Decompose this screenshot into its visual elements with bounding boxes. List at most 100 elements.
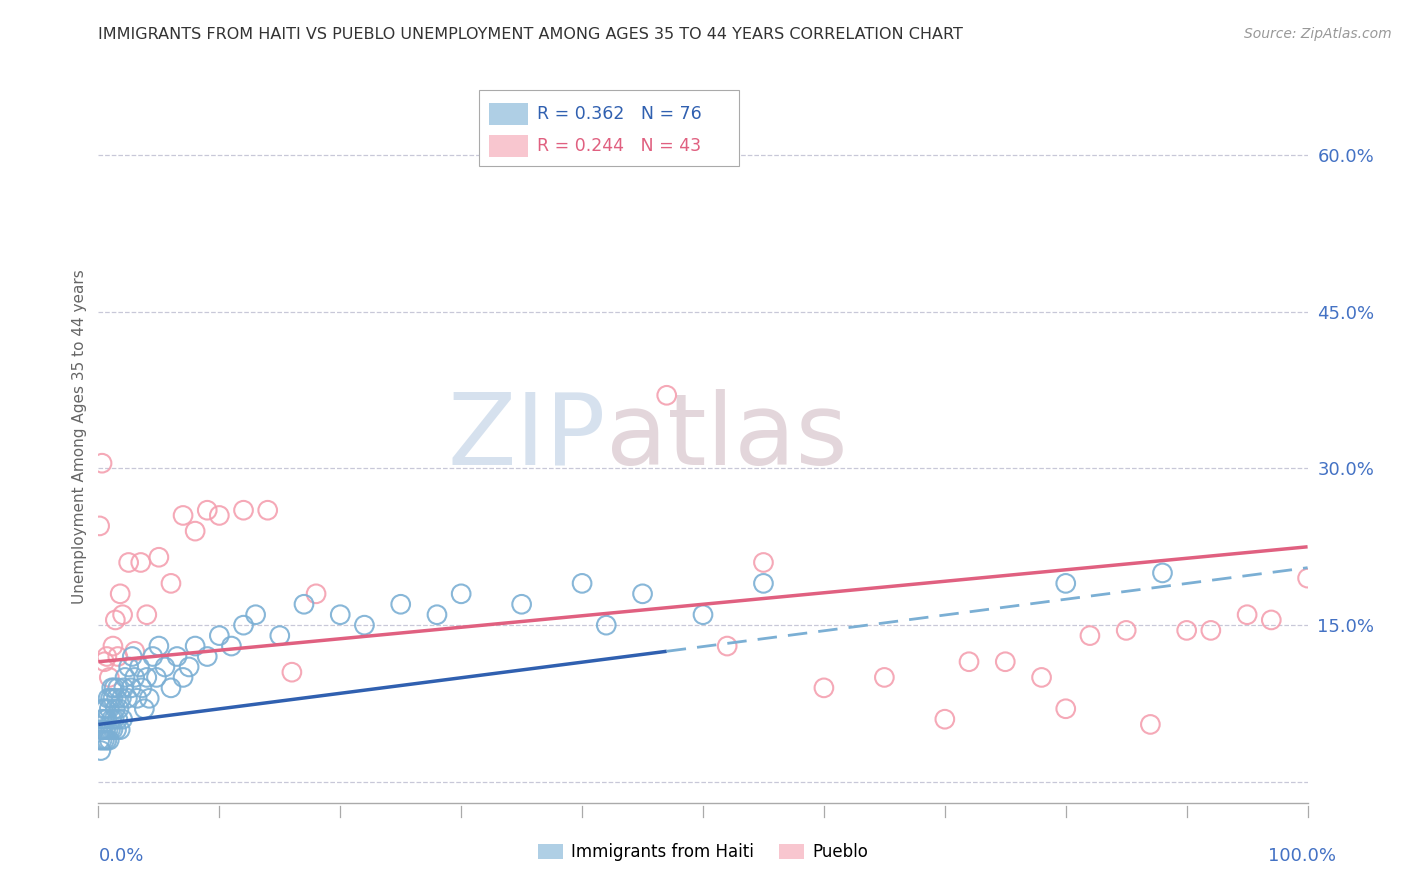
Point [281,665,304,680]
Point [128,660,150,674]
Point [184,524,207,538]
Point [94,702,117,716]
Point [108,723,131,737]
Point [107,712,129,726]
Point [129,556,152,570]
Y-axis label: Unemployment Among Ages 35 to 44 years: Unemployment Among Ages 35 to 44 years [72,269,87,605]
Text: atlas: atlas [606,389,848,485]
Point [873,670,896,684]
Point [208,629,231,643]
Point [426,607,449,622]
Point [93,712,115,726]
Point [108,587,131,601]
Point [111,712,134,726]
Point [195,649,218,664]
Point [101,639,124,653]
Point [93,655,115,669]
Point [93,733,115,747]
Point [148,550,170,565]
Point [1054,576,1077,591]
Point [96,712,118,726]
Point [994,655,1017,669]
Point [450,587,472,601]
Point [571,576,593,591]
Point [1175,624,1198,638]
Text: R = 0.244   N = 43: R = 0.244 N = 43 [537,137,702,155]
Point [305,587,328,601]
Point [107,681,129,695]
Point [195,503,218,517]
Text: IMMIGRANTS FROM HAITI VS PUEBLO UNEMPLOYMENT AMONG AGES 35 TO 44 YEARS CORRELATI: IMMIGRANTS FROM HAITI VS PUEBLO UNEMPLOY… [98,27,963,42]
FancyBboxPatch shape [489,135,527,157]
Text: R = 0.362   N = 76: R = 0.362 N = 76 [537,104,702,123]
Point [98,670,121,684]
Point [510,597,533,611]
Point [1054,702,1077,716]
Point [389,597,412,611]
Point [89,733,111,747]
Point [232,618,254,632]
Point [160,576,183,591]
Point [1139,717,1161,731]
Point [94,723,117,737]
Point [232,503,254,517]
Text: Source: ZipAtlas.com: Source: ZipAtlas.com [1244,27,1392,41]
Point [1199,624,1222,638]
Point [1115,624,1137,638]
Point [172,670,194,684]
Point [957,655,980,669]
Point [269,629,291,643]
Point [221,639,243,653]
Point [752,576,775,591]
Point [1260,613,1282,627]
Point [97,723,120,737]
Point [108,702,131,716]
Point [134,702,156,716]
Point [655,388,678,402]
Point [595,618,617,632]
FancyBboxPatch shape [489,103,527,125]
Point [631,137,654,152]
Point [117,691,139,706]
Text: ZIP: ZIP [449,389,606,485]
Point [256,503,278,517]
Point [98,702,121,716]
Point [111,607,134,622]
Point [110,691,132,706]
Point [166,649,188,664]
Point [1078,629,1101,643]
Point [148,639,170,653]
Point [89,519,111,533]
Point [692,607,714,622]
Point [91,733,114,747]
Point [1236,607,1258,622]
Point [103,712,125,726]
Point [100,681,122,695]
Point [101,723,124,737]
Text: 100.0%: 100.0% [1268,847,1336,865]
Point [184,639,207,653]
Point [292,597,315,611]
Point [752,556,775,570]
Point [112,681,135,695]
Point [245,607,267,622]
Point [153,660,176,674]
Point [353,618,375,632]
Text: 0.0%: 0.0% [98,847,143,865]
Point [124,670,146,684]
Point [98,733,121,747]
Point [114,670,136,684]
Point [135,670,157,684]
Point [813,681,835,695]
Point [101,691,124,706]
Point [90,723,112,737]
Point [91,702,114,716]
Point [91,723,114,737]
Point [172,508,194,523]
Point [329,607,352,622]
Point [103,681,125,695]
Point [118,556,141,570]
Point [91,712,114,726]
Point [1031,670,1053,684]
Point [120,681,142,695]
